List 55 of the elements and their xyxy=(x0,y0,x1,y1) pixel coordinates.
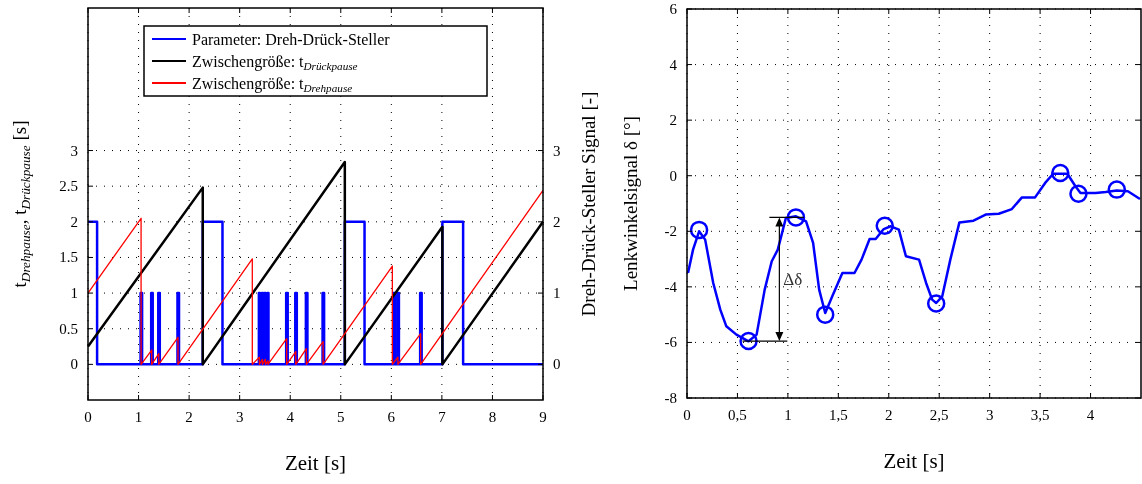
y-tick-label: 1 xyxy=(70,285,78,302)
point xyxy=(875,216,894,235)
y-tick-label: 6 xyxy=(669,1,678,17)
x-tick-label: 0,5 xyxy=(728,407,747,423)
y-tick-label: 3 xyxy=(70,142,78,159)
x-tick-label: 7 xyxy=(438,409,447,425)
y-tick-label: 2 xyxy=(669,112,677,129)
point xyxy=(815,305,835,324)
x-tick-label: 3 xyxy=(235,409,244,425)
y-tick-label: 2 xyxy=(70,213,78,230)
point xyxy=(1107,180,1127,199)
point xyxy=(739,331,758,351)
point xyxy=(689,220,709,240)
x-axis-title: Zeit [s] xyxy=(883,449,945,473)
y-tick-label: -4 xyxy=(664,278,678,295)
x-tick-label: 1 xyxy=(134,409,143,425)
x-tick-label: 1 xyxy=(784,407,792,423)
y-tick-label: 1.5 xyxy=(59,249,78,266)
point xyxy=(926,294,946,313)
y2-tick-label: 3 xyxy=(553,142,561,159)
x-tick-label: 2 xyxy=(885,407,893,423)
x-tick-label: 3 xyxy=(985,407,994,423)
x-tick-label: 0 xyxy=(84,409,92,425)
x-tick-label: 6 xyxy=(387,409,396,425)
y2-axis-title: Dreh-Drück-Steller Signal [-] xyxy=(578,91,599,317)
x-tick-label: 9 xyxy=(539,409,547,425)
point xyxy=(1051,163,1070,183)
y-axis-title: Lenkwinkelsignal δ [°] xyxy=(620,116,641,291)
y-tick-label: -8 xyxy=(664,390,677,406)
x-tick-label: 8 xyxy=(488,409,497,425)
y-tick-label: 0 xyxy=(669,167,677,184)
y-tick-label: 2.5 xyxy=(59,178,78,195)
x-axis-title: Zeit [s] xyxy=(284,451,347,475)
y2-tick-label: 2 xyxy=(553,213,561,230)
y-tick-label: -6 xyxy=(664,334,678,351)
y-tick-label: 4 xyxy=(669,56,678,73)
x-tick-label: 0 xyxy=(683,407,691,423)
y2-tick-label: 1 xyxy=(553,285,561,302)
x-tick-label: 2,5 xyxy=(929,407,949,423)
y-tick-label: 0.5 xyxy=(59,320,78,337)
legend-label: Parameter: Dreh-Drück-Steller xyxy=(192,31,391,48)
x-tick-label: 3,5 xyxy=(1030,407,1050,423)
x-tick-label: 2 xyxy=(185,409,193,425)
x-tick-label: 4 xyxy=(286,409,295,425)
legend-label: Zwischengröße: t$_{Drückpause}$ xyxy=(192,53,358,73)
x-tick-label: 4 xyxy=(1086,407,1095,423)
y2-tick-label: 0 xyxy=(553,356,561,373)
x-tick-label: 1,5 xyxy=(828,407,848,423)
x-tick-label: 5 xyxy=(337,409,345,425)
legend-label: Zwischengröße: t$_{Drehpause}$ xyxy=(192,75,353,95)
point xyxy=(1069,184,1088,204)
point xyxy=(786,208,806,227)
y-tick-label: 0 xyxy=(70,356,78,373)
y-tick-label: -2 xyxy=(664,223,677,240)
annotation: Δδ xyxy=(783,270,803,290)
